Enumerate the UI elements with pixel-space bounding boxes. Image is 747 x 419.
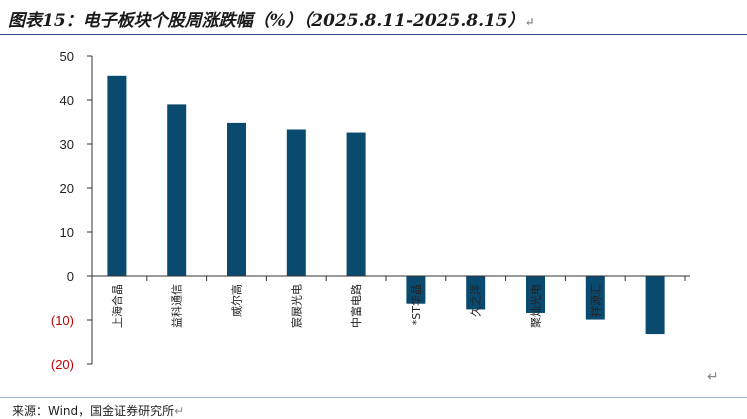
bar [645,276,665,335]
source-note: 来源：Wind，国金证券研究所↵ [12,402,184,419]
bar [346,132,366,276]
y-tick-label: (20) [51,357,74,372]
source-divider [0,397,747,398]
y-tick-label: 50 [60,49,74,64]
x-tick-label: 中富电路 [349,284,363,328]
title-bar: 图表15：电子板块个股周涨跌幅（%）（2025.8.11-2025.8.15）↵ [0,0,747,35]
bar [526,276,545,313]
x-tick-label: 宸展光电 [289,284,303,328]
bar [286,129,306,276]
bar-chart: 50 40 30 20 10 0 (10) (20) 上海合晶 益科通信 威尔高 宸展光电 中富电路 *… [51,49,719,385]
y-tick-label: 30 [60,137,74,152]
bars-group [107,75,665,335]
y-tick-label: 40 [60,93,74,108]
return-mark-icon: ↵ [524,15,535,29]
bar [585,276,605,320]
chart-title-text: 图表15：电子板块个股周涨跌幅（%）（2025.8.11-2025.8.15） [8,11,525,31]
y-tick-label: 0 [67,269,74,284]
corner-return-mark: ↵ [707,369,719,385]
x-tick-label: *ST华晶 [409,284,423,325]
bar [227,122,246,276]
x-tick-label: 威尔高 [230,284,244,317]
bar [107,75,127,276]
y-tick-label: (10) [51,313,74,328]
chart-area: 50 40 30 20 10 0 (10) (20) 上海合晶 益科通信 威尔高 宸展光电 中富电路 *… [0,36,747,394]
source-return-mark-icon: ↵ [174,404,185,418]
x-tick-label: 祥源汇 [588,284,602,317]
x-tick-label: 久之洋 [469,284,483,317]
bar [406,276,426,304]
zero-axis [92,275,690,281]
y-tick-label: 10 [60,225,74,240]
y-axis: 50 40 30 20 10 0 (10) (20) [51,49,93,372]
x-tick-label: 益科通信 [170,284,184,328]
y-tick-label: 20 [60,181,74,196]
x-tick-label: 聚灿光电 [529,284,543,328]
x-labels-group: 上海合晶 益科通信 威尔高 宸展光电 中富电路 *ST华晶 久之洋 聚灿光电 祥源汇 [110,284,602,328]
bar [466,276,486,310]
chart-title: 图表15：电子板块个股周涨跌幅（%）（2025.8.11-2025.8.15）↵ [8,6,535,31]
bar [167,104,187,277]
x-tick-label: 上海合晶 [110,284,124,328]
source-text: 来源：Wind，国金证券研究所 [12,404,175,418]
